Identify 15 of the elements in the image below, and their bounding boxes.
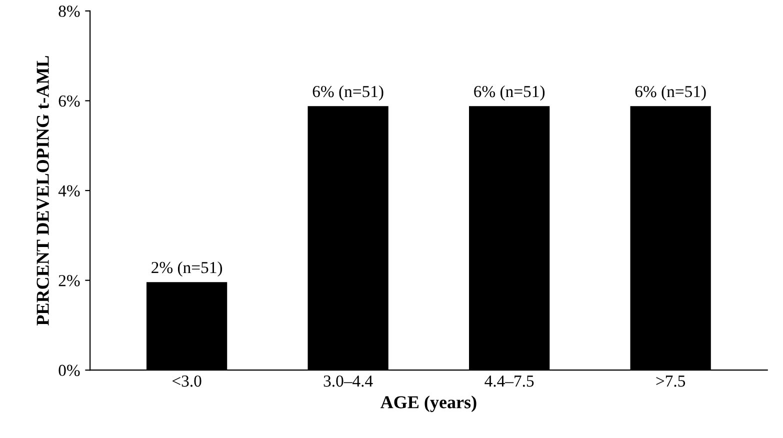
x-tick-label: 3.0–4.4 (324, 375, 373, 387)
y-tick-label: 2% (58, 275, 80, 286)
data-label: 2% (n=51) (152, 261, 222, 277)
y-tick-label: 8% (58, 6, 80, 17)
x-axis-title: AGE (years) (380, 396, 476, 412)
y-tick-label: 6% (58, 95, 80, 107)
x-tick-label: 4.4–7.5 (484, 376, 534, 387)
y-tick-label: 0% (58, 364, 80, 376)
y-axis-title: PERCENT DEVELOPING t-AML (36, 56, 49, 326)
x-tick-label: >7.5 (656, 376, 686, 387)
data-label: 6% (n=51) (635, 85, 706, 101)
data-label: 6% (n=51) (474, 85, 545, 101)
y-tick-label: 4% (58, 185, 80, 197)
x-tick-label: <3.0 (172, 375, 202, 387)
data-label: 6% (n=51) (312, 85, 384, 101)
